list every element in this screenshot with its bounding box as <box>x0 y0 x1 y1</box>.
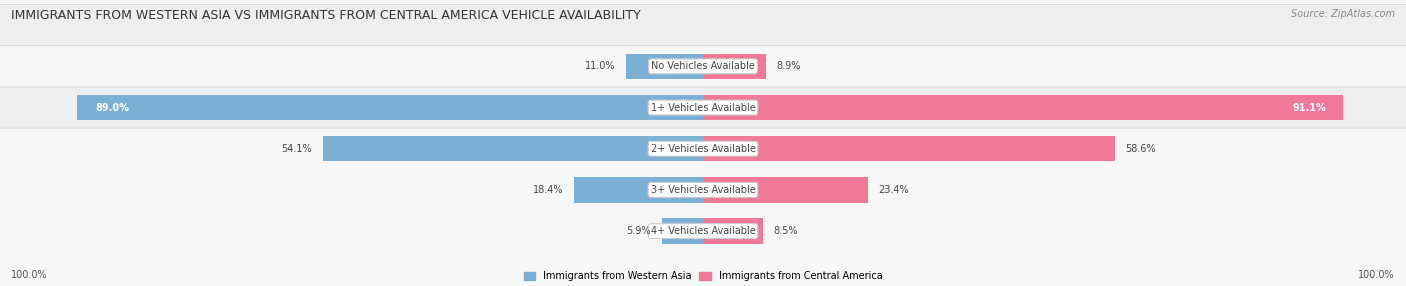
Text: 100.0%: 100.0% <box>11 270 48 279</box>
Bar <box>77 95 703 120</box>
Bar <box>703 53 765 79</box>
Text: 54.1%: 54.1% <box>281 144 312 154</box>
Text: Source: ZipAtlas.com: Source: ZipAtlas.com <box>1291 9 1395 19</box>
FancyBboxPatch shape <box>0 0 1406 169</box>
Text: 11.0%: 11.0% <box>585 61 616 71</box>
Legend: Immigrants from Western Asia, Immigrants from Central America: Immigrants from Western Asia, Immigrants… <box>523 271 883 281</box>
Bar <box>703 136 1115 162</box>
FancyBboxPatch shape <box>0 46 1406 252</box>
Text: 8.9%: 8.9% <box>776 61 800 71</box>
Text: 4+ Vehicles Available: 4+ Vehicles Available <box>651 226 755 236</box>
Text: 89.0%: 89.0% <box>96 103 129 112</box>
Text: 100.0%: 100.0% <box>1358 270 1395 279</box>
Bar <box>703 177 868 203</box>
Text: 58.6%: 58.6% <box>1125 144 1156 154</box>
Text: No Vehicles Available: No Vehicles Available <box>651 61 755 71</box>
Bar <box>662 218 703 244</box>
Text: 5.9%: 5.9% <box>627 226 651 236</box>
Bar <box>323 136 703 162</box>
Text: IMMIGRANTS FROM WESTERN ASIA VS IMMIGRANTS FROM CENTRAL AMERICA VEHICLE AVAILABI: IMMIGRANTS FROM WESTERN ASIA VS IMMIGRAN… <box>11 9 641 21</box>
FancyBboxPatch shape <box>0 87 1406 286</box>
Bar <box>703 218 762 244</box>
Text: 23.4%: 23.4% <box>877 185 908 195</box>
Text: 91.1%: 91.1% <box>1292 103 1326 112</box>
Bar <box>703 95 1344 120</box>
Text: 3+ Vehicles Available: 3+ Vehicles Available <box>651 185 755 195</box>
Text: 18.4%: 18.4% <box>533 185 562 195</box>
FancyBboxPatch shape <box>0 5 1406 210</box>
Text: 8.5%: 8.5% <box>773 226 797 236</box>
Bar <box>574 177 703 203</box>
FancyBboxPatch shape <box>0 128 1406 286</box>
Text: 1+ Vehicles Available: 1+ Vehicles Available <box>651 103 755 112</box>
Text: 2+ Vehicles Available: 2+ Vehicles Available <box>651 144 755 154</box>
Bar <box>626 53 703 79</box>
